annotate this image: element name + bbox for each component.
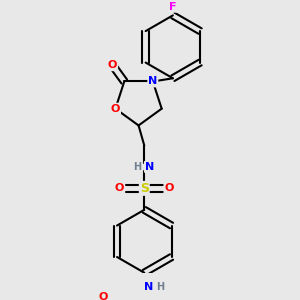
Text: N: N [148,76,158,86]
Text: O: O [108,60,117,70]
Text: O: O [115,183,124,194]
Text: O: O [111,104,120,114]
Text: H: H [156,282,164,292]
Text: H: H [133,162,141,172]
Text: S: S [140,182,149,195]
Text: N: N [145,162,154,172]
Text: F: F [169,2,177,12]
Text: O: O [164,183,174,194]
Text: O: O [99,292,108,300]
Text: N: N [144,282,153,292]
